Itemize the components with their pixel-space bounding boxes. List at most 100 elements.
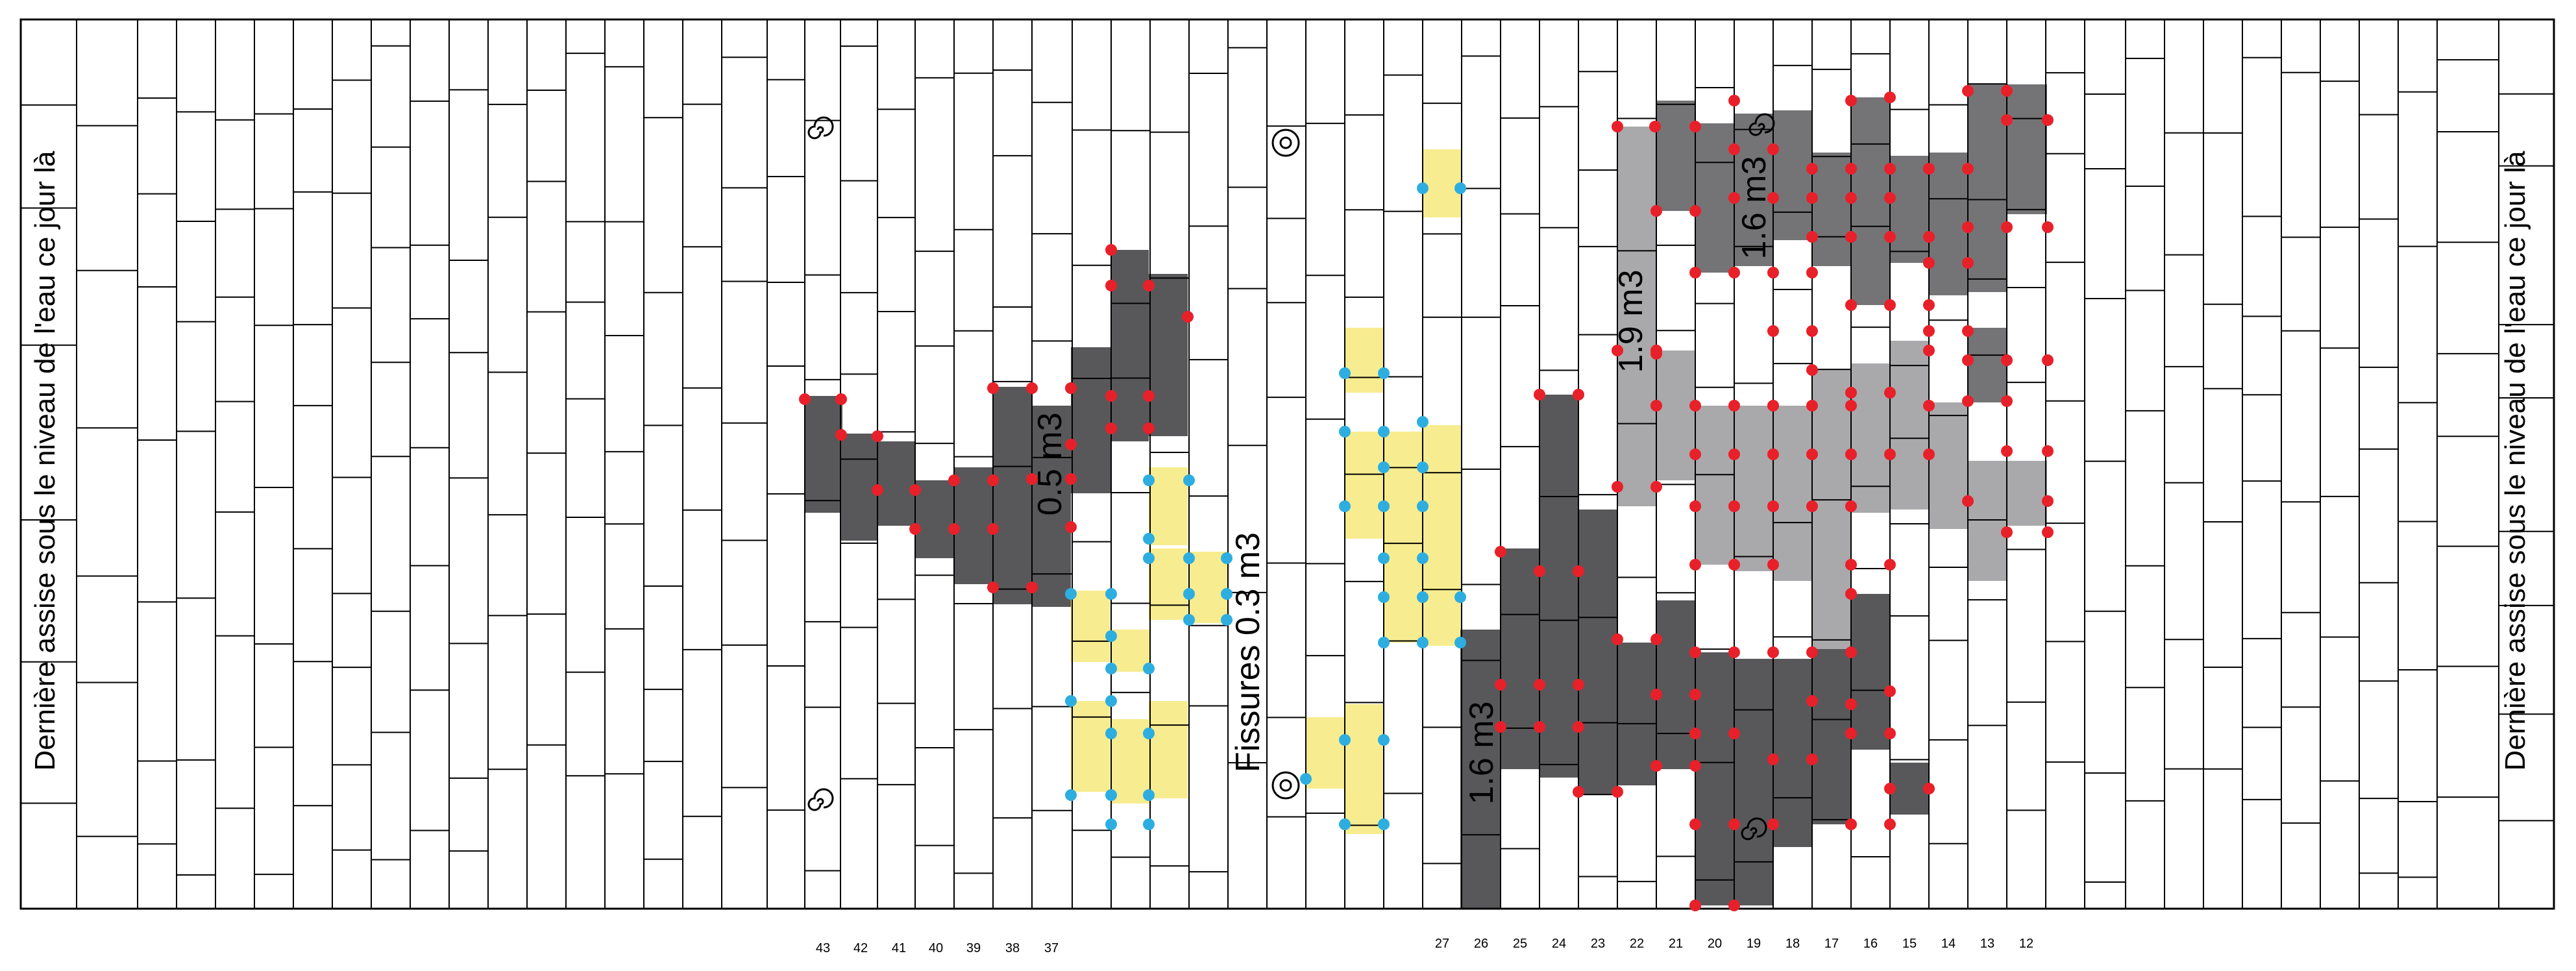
red-marker (1962, 85, 1974, 97)
fissure-zone (1071, 149, 1462, 834)
red-marker (987, 523, 999, 535)
red-marker (1650, 689, 1662, 700)
blue-marker (1065, 588, 1077, 600)
red-marker (1884, 728, 1896, 739)
blue-marker (1143, 474, 1155, 486)
red-marker (987, 582, 999, 593)
red-marker (1728, 500, 1740, 512)
red-marker (1962, 354, 1974, 366)
red-marker (2042, 445, 2054, 457)
light-grey-block (1617, 350, 1656, 506)
red-marker (1728, 400, 1740, 412)
fissure-block (1345, 704, 1384, 834)
red-marker (1923, 783, 1935, 794)
dark-grey-block (805, 396, 842, 513)
red-marker (1612, 633, 1623, 645)
blue-marker (1105, 728, 1117, 739)
column-number: 20 (1708, 937, 1722, 951)
column-number: 27 (1435, 937, 1449, 951)
blue-marker (1143, 533, 1155, 545)
red-marker (1650, 205, 1662, 217)
fissure-block (1149, 548, 1188, 620)
dark-grey-block (877, 441, 915, 526)
dark-grey-block (1460, 630, 1501, 909)
red-marker (1806, 325, 1818, 337)
red-marker (909, 484, 921, 496)
column-number: 14 (1941, 937, 1956, 951)
blue-marker (1378, 591, 1390, 603)
column-number: 13 (1980, 937, 1994, 951)
plank-grid (19, 18, 2555, 910)
volume-label-right-light: 1.9 m3 (1612, 270, 1650, 373)
red-marker (872, 430, 883, 442)
spiral-icon (807, 788, 834, 811)
blue-marker (1105, 818, 1117, 830)
red-marker (1845, 387, 1857, 399)
blue-marker (1454, 591, 1466, 603)
red-marker (1845, 95, 1857, 106)
red-marker (1923, 449, 1935, 460)
red-marker (1143, 280, 1155, 291)
blue-marker (1454, 637, 1466, 648)
red-marker (1689, 121, 1701, 132)
red-marker (2001, 354, 2013, 366)
red-marker (1845, 588, 1857, 600)
light-grey-block (1656, 350, 1695, 480)
red-marker (1728, 95, 1740, 106)
red-marker (1573, 565, 1584, 577)
light-grey-block (1695, 406, 1734, 565)
red-marker (987, 474, 999, 486)
medium-grey-block (1695, 123, 1734, 273)
red-marker (2042, 221, 2054, 233)
column-numbers: 43 42 41 40 39 38 37 27 26 25 24 23 22 21 20 19 18 17 16 15… (816, 937, 2033, 955)
light-grey-block (1929, 402, 1968, 529)
column-number: 38 (1005, 941, 1020, 955)
blue-marker (1183, 474, 1195, 486)
dark-grey-block (1539, 395, 1578, 778)
fissure-block (1423, 149, 1462, 217)
light-grey-block (1968, 461, 2007, 581)
spiral-icon (1748, 113, 1775, 136)
red-marker (1884, 685, 1896, 697)
red-marker (1806, 400, 1818, 412)
medium-grey-block (1929, 153, 1968, 295)
blue-marker (1143, 818, 1155, 830)
red-marker (1143, 423, 1155, 434)
red-marker (2001, 114, 2013, 126)
red-marker (987, 382, 999, 394)
red-marker (1845, 449, 1857, 460)
red-marker (2042, 114, 2054, 126)
red-marker (1923, 400, 1935, 412)
red-marker (1573, 679, 1584, 691)
blue-marker (1143, 789, 1155, 801)
red-marker (1573, 721, 1584, 733)
red-marker (1767, 818, 1779, 830)
light-grey-block (1734, 406, 1773, 571)
column-number: 39 (966, 941, 981, 955)
red-marker (2042, 526, 2054, 538)
blue-marker (1143, 728, 1155, 739)
blue-marker (1339, 426, 1351, 437)
fissure-block (1071, 701, 1110, 792)
red-marker (1845, 192, 1857, 204)
red-marker (1845, 163, 1857, 175)
blue-marker (1105, 588, 1117, 600)
red-marker (1767, 449, 1779, 460)
red-marker (1728, 646, 1740, 658)
dark-grey-block (1811, 701, 1851, 759)
fissure-block (1149, 467, 1188, 545)
blue-marker (1378, 500, 1390, 512)
column-number: 18 (1785, 937, 1800, 951)
red-marker (1923, 163, 1935, 175)
red-marker (835, 393, 847, 405)
red-marker (1689, 728, 1701, 739)
dark-grey-block (1071, 347, 1111, 493)
blue-marker (1417, 182, 1429, 194)
column-number: 42 (853, 941, 868, 955)
column-number: 24 (1552, 937, 1566, 951)
red-marker (1806, 231, 1818, 243)
spiral-icon (807, 116, 834, 140)
red-marker (1612, 481, 1623, 493)
column-number: 16 (1863, 937, 1878, 951)
red-marker (1689, 205, 1701, 217)
